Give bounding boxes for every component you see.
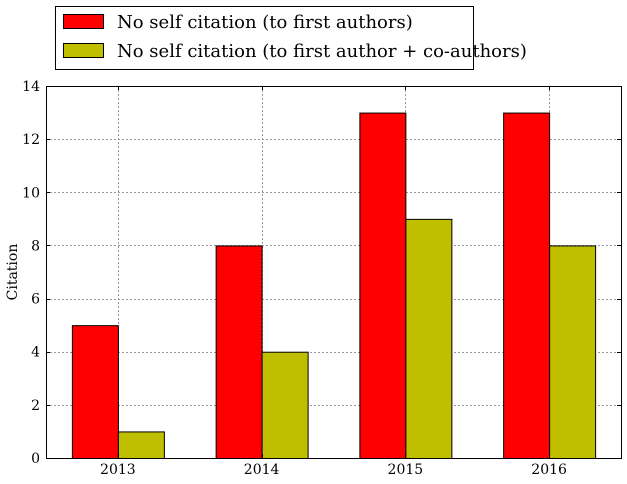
plot-frame bbox=[46, 86, 622, 459]
x-tick-label: 2016 bbox=[531, 462, 567, 478]
bars bbox=[71, 112, 597, 460]
y-tick-label: 10 bbox=[22, 185, 40, 201]
x-tick-label: 2014 bbox=[244, 462, 280, 478]
y-tick-label: 0 bbox=[31, 451, 40, 467]
bar-series-1-2016 bbox=[503, 112, 551, 459]
bar-series-1-2015 bbox=[359, 112, 407, 459]
y-tick-label: 4 bbox=[31, 345, 40, 361]
legend-label-series-1: No self citation (to first authors) bbox=[117, 12, 413, 33]
x-tick-labels: 2013 2014 2015 2016 bbox=[100, 462, 567, 478]
legend-swatch-series-2 bbox=[63, 43, 104, 58]
legend-swatch-series-1 bbox=[63, 14, 104, 29]
bar-series-1-2013 bbox=[71, 325, 119, 459]
legend-label-series-2: No self citation (to first author + co-a… bbox=[117, 41, 527, 62]
y-tick-label: 2 bbox=[31, 398, 40, 414]
bar-series-2-2014 bbox=[261, 351, 309, 460]
y-tick-label: 8 bbox=[31, 238, 40, 254]
bar-series-2-2013 bbox=[117, 431, 165, 459]
y-axis-label: Citation bbox=[5, 244, 21, 301]
y-tick-labels: 0 2 4 6 8 10 12 14 bbox=[22, 79, 40, 467]
legend-box bbox=[55, 6, 474, 70]
bar-series-2-2016 bbox=[549, 245, 597, 459]
x-tick-label: 2015 bbox=[388, 462, 424, 478]
legend: No self citation (to first authors) No s… bbox=[55, 6, 527, 70]
y-tick-label: 6 bbox=[31, 292, 40, 308]
bar-series-2-2015 bbox=[405, 218, 453, 459]
y-tick-label: 12 bbox=[22, 132, 40, 148]
bar-series-1-2014 bbox=[215, 245, 263, 459]
axis-ticks bbox=[46, 86, 621, 459]
x-tick-label: 2013 bbox=[100, 462, 136, 478]
y-tick-label: 14 bbox=[22, 79, 40, 95]
